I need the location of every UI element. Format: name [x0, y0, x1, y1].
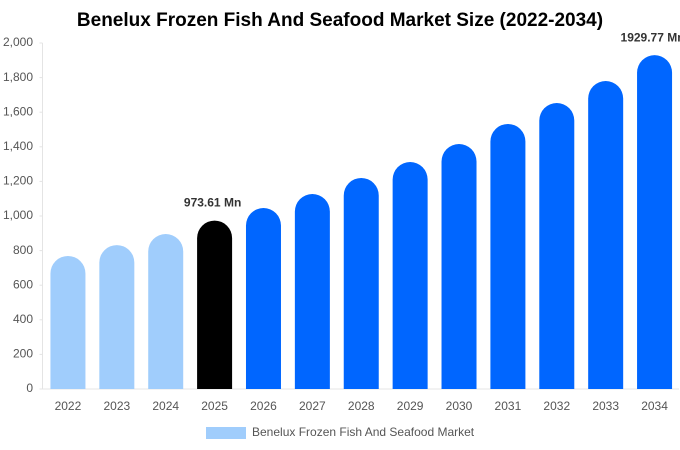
- y-tick-label: 0: [26, 381, 33, 395]
- bar: [50, 255, 86, 389]
- y-tick-label: 1,800: [3, 70, 33, 84]
- y-tick-label: 600: [13, 277, 33, 291]
- x-tick-label: 2031: [495, 399, 522, 413]
- x-tick-label: 2032: [543, 399, 570, 413]
- bar: [490, 123, 526, 390]
- x-tick-label: 2028: [348, 399, 375, 413]
- bar: [539, 103, 575, 389]
- y-tick-label: 1,000: [3, 208, 33, 222]
- y-tick-label: 1,400: [3, 139, 33, 153]
- chart-title: Benelux Frozen Fish And Seafood Market S…: [77, 10, 603, 31]
- x-tick-label: 2034: [641, 399, 668, 413]
- bar: [294, 194, 330, 389]
- x-tick-label: 2022: [55, 399, 82, 413]
- x-tick-label: 2023: [103, 399, 130, 413]
- bar: [245, 208, 281, 389]
- bar: [343, 177, 379, 389]
- x-tick-label: 2026: [250, 399, 277, 413]
- x-tick-label: 2029: [397, 399, 424, 413]
- bar: [197, 220, 233, 389]
- legend-label: Benelux Frozen Fish And Seafood Market: [252, 425, 475, 439]
- bar: [99, 245, 135, 389]
- y-tick-label: 800: [13, 243, 33, 257]
- x-tick-label: 2027: [299, 399, 326, 413]
- x-tick-label: 2024: [152, 399, 179, 413]
- value-label: 973.61 Mn: [184, 196, 241, 210]
- y-tick-label: 400: [13, 312, 33, 326]
- value-label: 1929.77 Mn: [621, 30, 680, 44]
- legend-swatch: [206, 427, 246, 439]
- bar: [392, 162, 428, 389]
- x-tick-label: 2025: [201, 399, 228, 413]
- y-tick-label: 1,200: [3, 174, 33, 188]
- bar: [148, 233, 184, 389]
- bar: [588, 81, 624, 389]
- y-tick-label: 2,000: [3, 35, 33, 49]
- x-tick-label: 2033: [592, 399, 619, 413]
- bar: [441, 144, 477, 389]
- y-tick-label: 1,600: [3, 104, 33, 118]
- x-tick-label: 2030: [446, 399, 473, 413]
- bar: [637, 55, 673, 390]
- y-tick-label: 200: [13, 347, 33, 361]
